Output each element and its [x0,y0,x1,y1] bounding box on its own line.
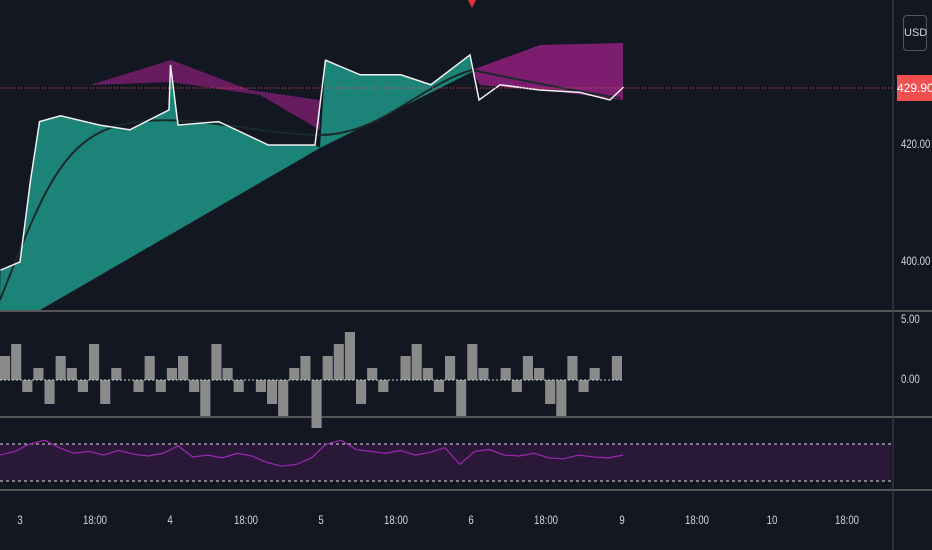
histogram-bar [55,356,66,380]
histogram-bar [255,380,266,392]
histogram-bar [155,380,166,392]
histogram-bar [500,368,511,380]
signal-arrow-icon [468,0,476,8]
histogram-bar [77,380,88,392]
histogram-bar [44,380,55,404]
price-tick: 400.00 [901,254,931,268]
histogram-bar [267,380,278,404]
histogram-bar [611,356,622,380]
histogram-bar [311,380,322,428]
histogram-bar [144,356,155,380]
rsi-line [0,439,624,467]
histogram-bar [411,344,422,380]
histogram-bar [33,368,44,380]
histogram-bar [400,356,411,380]
histogram-bar [178,356,189,380]
time-tick: 18:00 [83,513,108,527]
histogram-bar [445,356,456,380]
ribbon-down-area [472,43,623,100]
histogram-bar [111,368,122,380]
histogram-bar [534,368,545,380]
histogram-bar [89,344,100,380]
histogram-bar [578,380,589,392]
histogram-bar [433,380,444,392]
histogram-bar [556,380,567,416]
histogram-bar [522,356,533,380]
histogram-bar [567,356,578,380]
histogram-bar [322,356,333,380]
histogram-bar [511,380,522,392]
osc-tick: 0.00 [901,372,920,386]
histogram-bar [589,368,600,380]
histogram-bar [189,380,200,392]
time-tick: 18:00 [835,513,860,527]
histogram-bar [211,344,222,380]
histogram-bar [133,380,144,392]
histogram-bar [378,380,389,392]
time-tick: 18:00 [534,513,559,527]
histogram-bar [233,380,244,392]
time-tick: 4 [167,513,174,527]
osc-tick: 5.00 [901,312,920,326]
time-tick: 10 [766,513,778,527]
time-tick: 6 [468,513,474,527]
time-tick: 9 [618,513,625,527]
histogram-bar [222,368,233,380]
histogram-bar [545,380,556,404]
histogram-bar [66,368,77,380]
histogram-bar [422,368,433,380]
histogram-bar [300,356,311,380]
histogram-bar [22,380,33,392]
histogram-bar [467,344,478,380]
histogram-bar [333,344,344,380]
price-tick: 420.00 [901,137,931,151]
histogram-bar [166,368,177,380]
histogram-bar [367,368,378,380]
histogram-bar [356,380,367,404]
time-tick: 18:00 [233,513,258,527]
histogram-bar [478,368,489,380]
time-tick: 5 [318,513,324,527]
ribbon-up-area [320,54,472,148]
histogram-bar [278,380,289,416]
currency-button[interactable]: USD [903,15,927,51]
time-tick: 3 [17,513,23,527]
time-tick: 18:00 [383,513,409,527]
histogram-bar [100,380,111,404]
histogram-bar [344,332,355,380]
histogram-bar [200,380,211,416]
histogram-bar [456,380,467,416]
ribbon-up-area [0,64,320,310]
moving-average-line [0,68,621,301]
ribbon-down-area [30,60,320,130]
histogram-bar [0,356,11,380]
last-price-label: 429.90 [897,75,932,101]
histogram-bar [289,368,300,380]
price-line [0,53,625,271]
time-tick: 18:00 [684,513,709,527]
histogram-bar [11,344,22,380]
